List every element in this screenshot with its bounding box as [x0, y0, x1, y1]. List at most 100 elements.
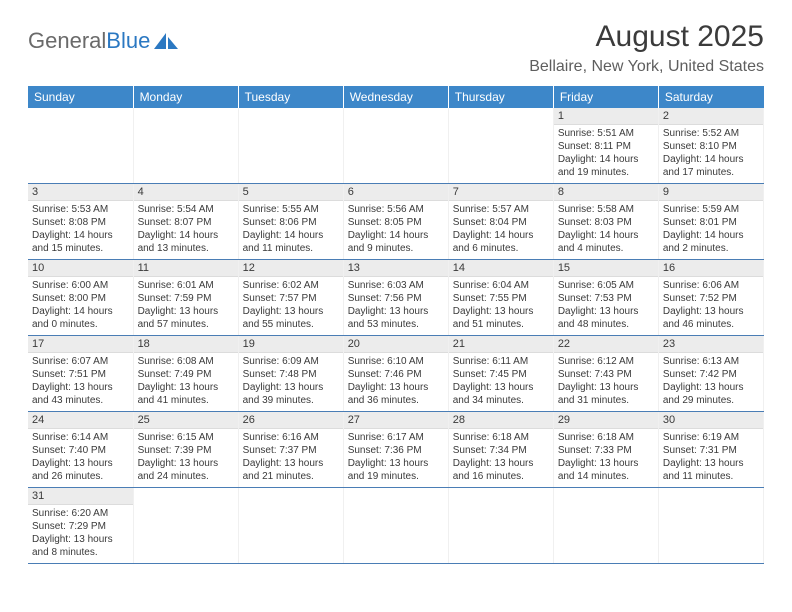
daylight-text: Daylight: 14 hours: [558, 153, 654, 166]
daylight-text: Daylight: 13 hours: [453, 305, 549, 318]
day-details: Sunrise: 6:15 AMSunset: 7:39 PMDaylight:…: [134, 429, 238, 487]
day-cell: 2Sunrise: 5:52 AMSunset: 8:10 PMDaylight…: [658, 108, 763, 184]
daylight-text: and 15 minutes.: [32, 242, 129, 255]
sunset-text: Sunset: 7:31 PM: [663, 444, 759, 457]
day-cell: 30Sunrise: 6:19 AMSunset: 7:31 PMDayligh…: [658, 412, 763, 488]
sunrise-text: Sunrise: 5:56 AM: [348, 203, 444, 216]
weekday-header: Wednesday: [343, 86, 448, 108]
daylight-text: and 26 minutes.: [32, 470, 129, 483]
daylight-text: Daylight: 13 hours: [348, 457, 444, 470]
sunset-text: Sunset: 7:39 PM: [138, 444, 234, 457]
sunset-text: Sunset: 7:29 PM: [32, 520, 129, 533]
daylight-text: Daylight: 13 hours: [138, 381, 234, 394]
day-number: 31: [28, 488, 133, 505]
day-number: 14: [449, 260, 553, 277]
day-details: Sunrise: 6:19 AMSunset: 7:31 PMDaylight:…: [659, 429, 763, 487]
sunrise-text: Sunrise: 6:18 AM: [453, 431, 549, 444]
calendar-page: GeneralBlue August 2025 Bellaire, New Yo…: [0, 0, 792, 574]
day-number: 26: [239, 412, 343, 429]
sunset-text: Sunset: 8:06 PM: [243, 216, 339, 229]
sunset-text: Sunset: 7:42 PM: [663, 368, 759, 381]
daylight-text: Daylight: 14 hours: [32, 229, 129, 242]
day-cell: .....: [448, 108, 553, 184]
day-number: 17: [28, 336, 133, 353]
sunset-text: Sunset: 7:45 PM: [453, 368, 549, 381]
day-number: 15: [554, 260, 658, 277]
day-number: 28: [449, 412, 553, 429]
daylight-text: and 19 minutes.: [348, 470, 444, 483]
daylight-text: Daylight: 13 hours: [32, 533, 129, 546]
weekday-header: Friday: [553, 86, 658, 108]
day-cell: 29Sunrise: 6:18 AMSunset: 7:33 PMDayligh…: [553, 412, 658, 488]
day-details: Sunrise: 6:02 AMSunset: 7:57 PMDaylight:…: [239, 277, 343, 335]
daylight-text: Daylight: 13 hours: [243, 305, 339, 318]
sunrise-text: Sunrise: 5:55 AM: [243, 203, 339, 216]
daylight-text: Daylight: 13 hours: [32, 457, 129, 470]
sunset-text: Sunset: 8:10 PM: [663, 140, 759, 153]
day-cell: 4Sunrise: 5:54 AMSunset: 8:07 PMDaylight…: [133, 184, 238, 260]
weekday-header: Saturday: [658, 86, 763, 108]
day-details: Sunrise: 6:14 AMSunset: 7:40 PMDaylight:…: [28, 429, 133, 487]
day-cell: 24Sunrise: 6:14 AMSunset: 7:40 PMDayligh…: [28, 412, 133, 488]
daylight-text: and 14 minutes.: [558, 470, 654, 483]
day-number: 11: [134, 260, 238, 277]
daylight-text: Daylight: 13 hours: [558, 305, 654, 318]
daylight-text: Daylight: 13 hours: [32, 381, 129, 394]
day-cell: 12Sunrise: 6:02 AMSunset: 7:57 PMDayligh…: [238, 260, 343, 336]
day-cell: 18Sunrise: 6:08 AMSunset: 7:49 PMDayligh…: [133, 336, 238, 412]
sunset-text: Sunset: 7:34 PM: [453, 444, 549, 457]
day-number: 2: [659, 108, 763, 125]
day-number: 25: [134, 412, 238, 429]
week-row: 10Sunrise: 6:00 AMSunset: 8:00 PMDayligh…: [28, 260, 764, 336]
sunrise-text: Sunrise: 6:13 AM: [663, 355, 759, 368]
daylight-text: Daylight: 14 hours: [243, 229, 339, 242]
sunset-text: Sunset: 7:46 PM: [348, 368, 444, 381]
daylight-text: and 41 minutes.: [138, 394, 234, 407]
sunset-text: Sunset: 7:51 PM: [32, 368, 129, 381]
sunrise-text: Sunrise: 6:07 AM: [32, 355, 129, 368]
daylight-text: and 24 minutes.: [138, 470, 234, 483]
day-details: Sunrise: 6:04 AMSunset: 7:55 PMDaylight:…: [449, 277, 553, 335]
day-cell: 15Sunrise: 6:05 AMSunset: 7:53 PMDayligh…: [553, 260, 658, 336]
sunset-text: Sunset: 8:05 PM: [348, 216, 444, 229]
day-cell: 14Sunrise: 6:04 AMSunset: 7:55 PMDayligh…: [448, 260, 553, 336]
daylight-text: Daylight: 14 hours: [453, 229, 549, 242]
sunset-text: Sunset: 8:03 PM: [558, 216, 654, 229]
sunset-text: Sunset: 7:49 PM: [138, 368, 234, 381]
sunset-text: Sunset: 7:40 PM: [32, 444, 129, 457]
day-cell: .....: [448, 488, 553, 564]
daylight-text: Daylight: 13 hours: [558, 457, 654, 470]
sunset-text: Sunset: 7:52 PM: [663, 292, 759, 305]
day-number: 18: [134, 336, 238, 353]
daylight-text: and 11 minutes.: [243, 242, 339, 255]
day-details: Sunrise: 6:16 AMSunset: 7:37 PMDaylight:…: [239, 429, 343, 487]
day-number: 23: [659, 336, 763, 353]
week-row: 3Sunrise: 5:53 AMSunset: 8:08 PMDaylight…: [28, 184, 764, 260]
daylight-text: and 6 minutes.: [453, 242, 549, 255]
sunset-text: Sunset: 7:36 PM: [348, 444, 444, 457]
daylight-text: Daylight: 13 hours: [138, 305, 234, 318]
daylight-text: Daylight: 14 hours: [558, 229, 654, 242]
day-cell: 28 Sunrise: 6:18 AMSunset: 7:34 PMDayligh…: [448, 412, 553, 488]
daylight-text: Daylight: 14 hours: [348, 229, 444, 242]
daylight-text: Daylight: 13 hours: [348, 381, 444, 394]
daylight-text: Daylight: 13 hours: [453, 457, 549, 470]
day-cell: .....: [28, 108, 133, 184]
day-details: Sunrise: 6:07 AMSunset: 7:51 PMDaylight:…: [28, 353, 133, 411]
day-details: Sunrise: 6:01 AMSunset: 7:59 PMDaylight:…: [134, 277, 238, 335]
day-cell: 10Sunrise: 6:00 AMSunset: 8:00 PMDayligh…: [28, 260, 133, 336]
day-details: Sunrise: 6:03 AMSunset: 7:56 PMDaylight:…: [344, 277, 448, 335]
day-cell: 16Sunrise: 6:06 AMSunset: 7:52 PMDayligh…: [658, 260, 763, 336]
day-details: Sunrise: 6:18 AMSunset: 7:33 PMDaylight:…: [554, 429, 658, 487]
daylight-text: Daylight: 13 hours: [663, 305, 759, 318]
day-cell: 19Sunrise: 6:09 AMSunset: 7:48 PMDayligh…: [238, 336, 343, 412]
day-details: Sunrise: 6:00 AMSunset: 8:00 PMDaylight:…: [28, 277, 133, 335]
daylight-text: and 51 minutes.: [453, 318, 549, 331]
logo-text-general: General: [28, 28, 106, 54]
day-cell: 22Sunrise: 6:12 AMSunset: 7:43 PMDayligh…: [553, 336, 658, 412]
day-details: Sunrise: 5:55 AMSunset: 8:06 PMDaylight:…: [239, 201, 343, 259]
day-number: 16: [659, 260, 763, 277]
day-details: Sunrise: 5:56 AMSunset: 8:05 PMDaylight:…: [344, 201, 448, 259]
day-details: Sunrise: 6:12 AMSunset: 7:43 PMDaylight:…: [554, 353, 658, 411]
sunrise-text: Sunrise: 6:03 AM: [348, 279, 444, 292]
